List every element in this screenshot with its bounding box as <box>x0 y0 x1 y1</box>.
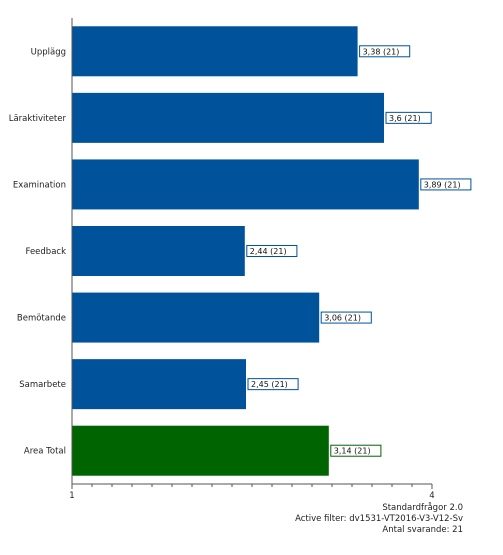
bar-bemotande <box>72 292 320 343</box>
bar-feedback <box>72 226 245 276</box>
data-label-bemotande: 3,06 (21) <box>324 314 361 323</box>
data-label-box-laraktiviteter <box>385 111 432 124</box>
footer-standard: Standardfrågor 2.0 <box>382 503 463 513</box>
bar-upplagg <box>72 26 358 77</box>
category-label-area-total: Area Total <box>24 447 66 457</box>
x-tick-label: 4 <box>429 491 434 501</box>
data-label-area-total: 3,14 (21) <box>334 447 371 456</box>
footer-active-filter: Active filter: dv1531-VT2016-V3-V12-Sv <box>295 514 463 524</box>
data-label-box-upplagg <box>359 45 411 58</box>
category-label-bemotande: Bemötande <box>17 314 66 324</box>
category-label-feedback: Feedback <box>26 247 67 257</box>
x-tick-label: 1 <box>69 491 74 501</box>
data-label-feedback: 2,44 (21) <box>250 247 287 256</box>
data-label-box-bemotande <box>320 311 372 324</box>
data-label-upplagg: 3,38 (21) <box>363 47 400 56</box>
bars-group: Upplägg 3,38 (21) Läraktiviteter 3,6 (21) Ex… <box>9 26 472 476</box>
bar-laraktiviteter <box>72 92 384 143</box>
footer-respondents: Antal svarande: 21 <box>382 525 463 535</box>
bar-examination <box>72 159 419 210</box>
bar-samarbete <box>72 359 246 410</box>
bar-area-total <box>72 425 329 476</box>
data-label-examination: 3,89 (21) <box>424 180 461 189</box>
category-label-examination: Examination <box>13 180 66 190</box>
category-label-laraktiviteter: Läraktiviteter <box>9 114 67 124</box>
category-label-upplagg: Upplägg <box>31 47 66 57</box>
data-label-laraktiviteter: 3,6 (21) <box>389 114 421 123</box>
data-label-box-examination <box>420 178 472 191</box>
data-label-box-samarbete <box>247 378 299 391</box>
data-label-box-feedback <box>246 245 298 257</box>
data-label-box-area-total <box>330 444 382 457</box>
data-label-samarbete: 2,45 (21) <box>251 380 288 389</box>
chart-footer: Standardfrågor 2.0 Active filter: dv1531… <box>295 503 463 536</box>
category-label-samarbete: Samarbete <box>19 380 66 390</box>
